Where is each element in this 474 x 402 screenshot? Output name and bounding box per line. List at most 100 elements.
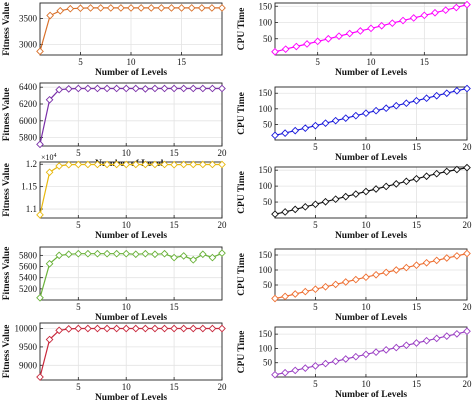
data-point <box>157 4 166 12</box>
y-tick-label: 50 <box>263 34 273 44</box>
data-point <box>170 160 178 169</box>
data-point <box>442 332 451 340</box>
x-tick-label: 15 <box>412 379 422 389</box>
panel-8: 5 10 15 20 50 100 150 Number of Levels CPU Time <box>237 248 472 323</box>
y-tick-label: 1.15 <box>21 182 37 192</box>
data-point <box>103 84 111 93</box>
x-axis-label: Number of Levels <box>95 231 167 241</box>
data-point <box>321 119 330 128</box>
data-point <box>179 160 188 169</box>
data-point <box>392 343 401 352</box>
data-point <box>271 131 279 140</box>
data-point <box>382 182 390 191</box>
x-tick-label: 20 <box>463 220 473 230</box>
y-axis-label: Fitness Value <box>2 2 12 56</box>
x-tick-label: 20 <box>218 220 228 230</box>
data-point <box>151 250 159 259</box>
data-point <box>74 324 83 333</box>
data-point <box>372 348 380 356</box>
data-point <box>160 84 169 93</box>
data-point <box>66 4 75 13</box>
y-tick-label: 150 <box>259 329 273 339</box>
x-axis-label: Number of Levels <box>335 68 407 78</box>
y-axis-label: CPU Time <box>237 253 247 296</box>
data-point <box>399 16 407 25</box>
data-point <box>463 249 471 258</box>
data-point <box>377 21 386 30</box>
data-point <box>422 336 431 345</box>
x-tick-label: 10 <box>122 220 132 230</box>
x-tick-label: 15 <box>170 382 180 392</box>
data-point <box>392 180 401 188</box>
y-tick-label: 6000 <box>19 116 38 126</box>
data-point <box>442 89 451 98</box>
data-point <box>321 197 330 206</box>
x-tick-label: 5 <box>313 220 318 230</box>
data-point <box>122 324 131 333</box>
data-point <box>74 249 83 258</box>
y-tick-label: 50 <box>263 119 273 129</box>
data-point <box>112 84 121 93</box>
data-point <box>103 160 111 169</box>
data-point <box>131 84 140 93</box>
data-point <box>218 324 226 333</box>
y-tick-label: 6200 <box>19 99 38 109</box>
data-point <box>281 368 289 377</box>
data-point <box>208 160 217 169</box>
data-point <box>122 249 131 258</box>
data-point <box>409 14 418 22</box>
data-point <box>412 96 421 105</box>
x-tick-label: 5 <box>76 148 81 158</box>
data-point <box>352 190 360 198</box>
data-point <box>412 339 421 347</box>
y-tick-label: 150 <box>259 88 273 98</box>
data-point <box>112 249 121 258</box>
axes-box <box>274 326 468 378</box>
data-point <box>341 355 350 363</box>
y-axis-label: CPU Time <box>237 8 247 51</box>
data-point <box>151 324 159 333</box>
data-point <box>402 177 411 186</box>
data-point <box>321 359 330 368</box>
axes-box <box>274 86 468 141</box>
data-point <box>292 42 301 51</box>
data-point <box>291 366 300 375</box>
y-axis-label: Fitness Value <box>2 88 12 142</box>
panel-10: 5 10 15 20 50 100 150 Number of Levels CPU Time <box>237 326 473 400</box>
axes-box <box>39 161 223 219</box>
data-point <box>112 160 121 169</box>
data-point <box>55 162 63 170</box>
data-point <box>463 0 471 9</box>
data-point <box>137 4 145 12</box>
data-point <box>45 335 54 344</box>
x-tick-label: 20 <box>463 379 473 389</box>
data-point <box>131 160 140 169</box>
data-point <box>271 294 279 303</box>
x-tick-label: 5 <box>313 379 318 389</box>
y-tick-label: 5800 <box>19 133 38 143</box>
data-point <box>84 324 92 333</box>
data-point <box>453 252 461 260</box>
data-point <box>382 346 390 354</box>
data-point <box>46 11 54 20</box>
data-point <box>141 324 150 333</box>
data-point <box>463 84 471 93</box>
data-point <box>303 40 311 48</box>
data-point <box>189 84 198 93</box>
data-point <box>431 8 439 17</box>
data-point <box>388 19 397 27</box>
data-point <box>341 192 350 201</box>
x-tick-label: 20 <box>218 382 228 392</box>
data-point <box>422 258 431 267</box>
data-point <box>55 251 63 260</box>
data-point <box>311 285 320 294</box>
data-point <box>301 364 310 372</box>
data-point <box>170 253 178 262</box>
data-point <box>64 325 73 333</box>
x-tick-label: 20 <box>218 148 228 158</box>
x-tick-label: 15 <box>170 220 180 230</box>
data-point <box>453 330 461 338</box>
y-tick-label: 150 <box>259 250 273 260</box>
x-axis-label: Number of Levels <box>95 393 167 402</box>
